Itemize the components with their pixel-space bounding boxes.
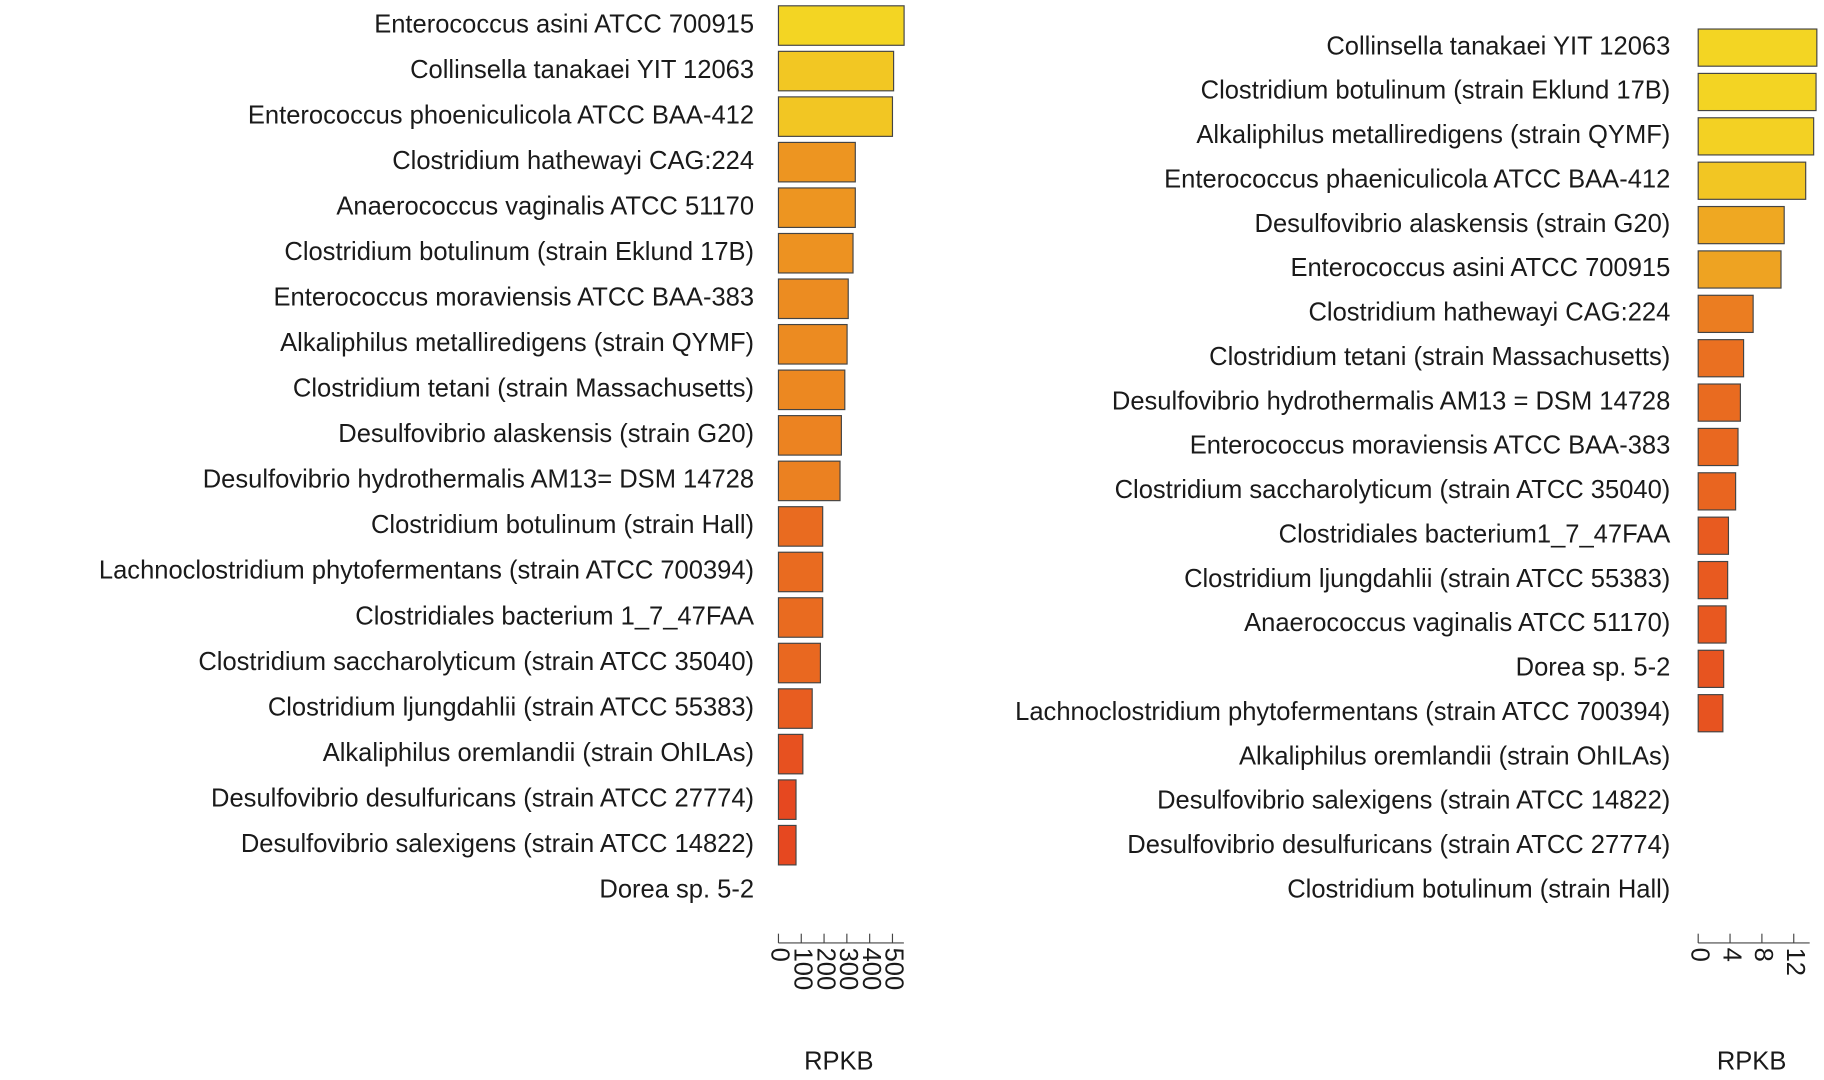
bar (1697, 28, 1818, 67)
category-label: Clostridium saccharolyticum (strain ATCC… (1115, 476, 1671, 504)
category-label: Anaerococcus vaginalis ATCC 51170 (336, 192, 754, 220)
bar (1697, 117, 1815, 156)
x-tick-label: 400 (857, 948, 885, 991)
bar (777, 642, 821, 684)
category-label: Clostridium hathewayi CAG:224 (392, 147, 754, 175)
bar (1697, 294, 1754, 334)
category-label: Alkaliphilus metalliredigens (strain QYM… (280, 329, 754, 357)
category-label: Desulfovibrio desulfuricans (strain ATCC… (1127, 831, 1670, 859)
category-label: Alkaliphilus oremlandii (strain OhILAs) (1239, 742, 1670, 770)
bar (1697, 694, 1724, 733)
category-label: Enterococcus phaeniculicola ATCC BAA-412 (1164, 165, 1670, 193)
category-label: Enterococcus asini ATCC 700915 (374, 10, 754, 38)
category-label: Anaerococcus vaginalis ATCC 51170) (1244, 609, 1670, 637)
bar (777, 141, 856, 183)
category-label: Clostridium tetani (strain Massachusetts… (293, 375, 754, 403)
bar (1697, 472, 1737, 511)
category-label: Clostridium botulinum (strain Eklund 17B… (284, 238, 754, 266)
category-label: Dorea sp. 5-2 (599, 875, 754, 903)
category-label: Clostridiales bacterium1_7_47FAA (1279, 520, 1671, 548)
bar (777, 824, 797, 866)
category-label: Lachnoclostridium phytofermentans (strai… (1015, 698, 1670, 726)
bar (777, 278, 849, 320)
bar (777, 688, 813, 729)
bar (1697, 605, 1727, 644)
bar (1697, 250, 1782, 289)
bar (1697, 72, 1817, 112)
bar (777, 96, 894, 137)
bar (777, 415, 842, 456)
x-tick-label: 100 (789, 948, 817, 991)
bar (1697, 339, 1745, 378)
category-label: Desulfovibrio alaskensis (strain G20) (1255, 210, 1671, 238)
category-label: Desulfovibrio hydrothermalis AM13 = DSM … (1112, 387, 1670, 415)
x-tick-label: 0 (1685, 948, 1713, 962)
bar (777, 779, 797, 820)
bar (777, 232, 854, 274)
category-label: Desulfovibrio desulfuricans (strain ATCC… (211, 784, 754, 812)
category-label: Desulfovibrio hydrothermalis AM13= DSM 1… (203, 466, 754, 494)
bar (1697, 161, 1807, 200)
bar (1697, 383, 1741, 422)
bar (777, 187, 856, 229)
category-label: Clostridium botulinum (strain Hall) (1287, 875, 1670, 903)
bar (777, 733, 804, 775)
category-label: Enterococcus asini ATCC 700915 (1290, 254, 1670, 282)
bar (1697, 427, 1739, 467)
category-label: Enterococcus phoeniculicola ATCC BAA-412 (248, 101, 754, 129)
category-label: Desulfovibrio salexigens (strain ATCC 14… (241, 830, 754, 858)
bar (777, 506, 824, 547)
bar (777, 460, 841, 502)
bar (777, 50, 895, 92)
bar (777, 369, 846, 411)
x-tick-label: 300 (834, 948, 862, 991)
bar (777, 597, 824, 638)
x-tick-label: 12 (1781, 948, 1809, 976)
category-label: Clostridium ljungdahlii (strain ATCC 553… (1184, 565, 1670, 593)
category-label: Lachnoclostridium phytofermentans (strai… (99, 557, 754, 585)
bar (1697, 649, 1725, 689)
x-tick-label: 500 (880, 948, 908, 991)
bar (1697, 516, 1730, 555)
category-label: Clostridium ljungdahlii (strain ATCC 553… (268, 693, 754, 721)
category-label: Clostridium hathewayi CAG:224 (1308, 299, 1670, 327)
category-label: Clostridium tetani (strain Massachusetts… (1209, 343, 1670, 371)
bar (1697, 560, 1729, 600)
category-label: Clostridiales bacterium 1_7_47FAA (355, 602, 754, 630)
category-label: Collinsella tanakaei YIT 12063 (410, 56, 754, 84)
bar (777, 551, 824, 593)
category-label: Clostridium saccharolyticum (strain ATCC… (198, 648, 754, 676)
category-label: Enterococcus moraviensis ATCC BAA-383 (1190, 432, 1671, 460)
category-label: Collinsella tanakaei YIT 12063 (1326, 32, 1670, 60)
x-tick-label: 200 (811, 948, 839, 991)
bar (777, 323, 848, 365)
x-tick-label: 4 (1717, 948, 1745, 962)
bar (777, 5, 905, 46)
x-tick-label: 8 (1749, 948, 1777, 962)
category-label: Desulfovibrio salexigens (strain ATCC 14… (1157, 787, 1670, 815)
x-tick-label: 0 (766, 948, 794, 962)
category-label: Enterococcus moraviensis ATCC BAA-383 (274, 284, 755, 312)
category-label: Desulfovibrio alaskensis (strain G20) (338, 420, 754, 448)
category-label: Alkaliphilus metalliredigens (strain QYM… (1196, 121, 1670, 149)
x-axis-label: RPKB (804, 1047, 874, 1075)
category-label: Alkaliphilus oremlandii (strain OhILAs) (323, 739, 754, 767)
category-label: Clostridium botulinum (strain Hall) (371, 511, 754, 539)
bar (1697, 205, 1785, 245)
category-label: Clostridium botulinum (strain Eklund 17B… (1201, 77, 1671, 105)
category-label: Dorea sp. 5-2 (1516, 654, 1671, 682)
x-axis-label: RPKB (1717, 1047, 1787, 1075)
